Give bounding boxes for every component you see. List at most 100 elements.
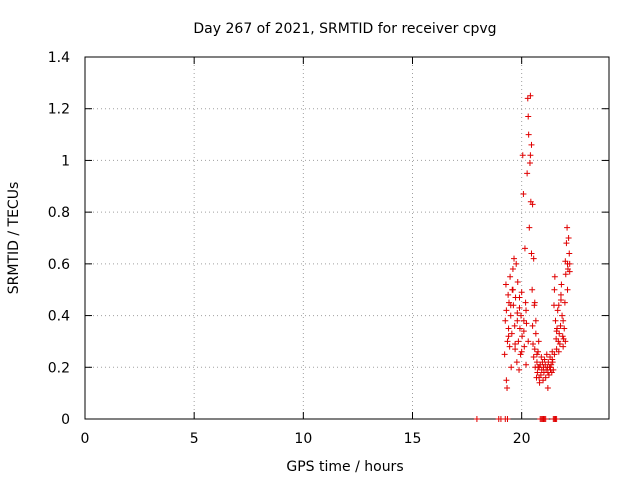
data-point <box>526 224 533 231</box>
data-point <box>529 286 536 293</box>
x-tick-label: 10 <box>294 431 312 447</box>
data-point <box>542 416 549 422</box>
data-point <box>530 255 537 262</box>
data-point <box>534 369 541 376</box>
data-point <box>521 343 528 350</box>
data-point <box>513 260 520 267</box>
data-point <box>535 338 542 345</box>
data-point <box>514 309 521 316</box>
data-point <box>531 299 538 306</box>
data-point <box>520 191 527 198</box>
data-point <box>553 328 560 335</box>
data-point <box>521 245 528 252</box>
data-point <box>540 377 547 384</box>
data-point <box>525 131 532 138</box>
data-point <box>473 416 480 422</box>
data-point <box>523 307 530 314</box>
data-point <box>520 328 527 335</box>
data-point <box>547 364 554 371</box>
data-point <box>525 338 532 345</box>
data-point <box>516 366 523 373</box>
x-tick-label: 20 <box>513 431 531 447</box>
data-point <box>541 356 548 363</box>
data-point <box>535 364 542 371</box>
data-point <box>512 341 519 348</box>
data-point <box>516 294 523 301</box>
data-point <box>531 346 538 353</box>
y-tick-label: 0.6 <box>48 257 70 273</box>
data-point <box>516 325 523 332</box>
data-point <box>507 312 514 319</box>
data-point <box>508 364 515 371</box>
data-point <box>558 281 565 288</box>
data-point <box>505 291 512 298</box>
data-point <box>536 379 543 386</box>
data-point <box>508 330 515 337</box>
data-point <box>503 307 510 314</box>
data-point <box>532 317 539 324</box>
data-point <box>512 346 519 353</box>
data-point <box>556 330 563 337</box>
y-tick-label: 0.8 <box>48 205 70 221</box>
data-point <box>564 286 571 293</box>
data-point <box>556 341 563 348</box>
data-point <box>566 250 573 257</box>
y-tick-label: 0.4 <box>48 309 70 325</box>
x-axis-label: GPS time / hours <box>286 459 403 475</box>
y-tick-label: 1.4 <box>48 50 70 66</box>
data-point <box>529 322 536 329</box>
chart-title: Day 267 of 2021, SRMTID for receiver cpv… <box>193 21 496 37</box>
data-point <box>511 255 518 262</box>
data-point <box>517 351 524 358</box>
data-point <box>560 317 567 324</box>
data-point <box>507 273 514 280</box>
data-point <box>550 366 557 373</box>
data-point <box>565 235 572 241</box>
data-point <box>543 351 550 358</box>
data-point <box>566 268 573 275</box>
y-tick-label: 1 <box>61 153 70 169</box>
data-point <box>519 333 526 340</box>
data-point <box>525 113 532 120</box>
data-point <box>503 377 510 384</box>
data-point <box>559 333 566 340</box>
data-point <box>551 286 558 293</box>
data-point <box>560 343 567 350</box>
data-point <box>504 416 511 422</box>
data-point <box>542 374 549 381</box>
data-point <box>502 317 509 324</box>
data-point <box>538 353 545 360</box>
data-point <box>528 141 535 148</box>
data-point <box>533 351 540 358</box>
data-point <box>529 201 536 208</box>
data-point <box>524 95 531 102</box>
grid <box>85 57 609 419</box>
data-point <box>505 333 512 340</box>
data-point <box>528 250 535 257</box>
data-points <box>473 92 573 422</box>
data-point <box>553 416 560 422</box>
data-point <box>504 338 511 345</box>
data-point <box>526 160 533 167</box>
data-point <box>504 384 511 391</box>
data-point <box>518 312 525 319</box>
data-point <box>527 152 534 159</box>
data-point <box>520 317 527 324</box>
data-point <box>505 325 512 332</box>
y-tick-label: 0 <box>61 412 70 428</box>
y-tick-label: 1.2 <box>48 102 70 118</box>
x-tick-label: 0 <box>81 431 90 447</box>
data-point <box>557 297 564 304</box>
y-tick-label: 0.2 <box>48 360 70 376</box>
data-point <box>514 317 521 324</box>
data-point <box>544 384 551 391</box>
plot-frame <box>84 56 610 420</box>
data-point <box>524 170 531 177</box>
data-point <box>561 325 568 332</box>
data-point <box>555 348 562 355</box>
data-point <box>527 92 534 99</box>
data-point <box>557 322 564 329</box>
data-point <box>530 353 537 360</box>
data-point <box>555 302 562 309</box>
